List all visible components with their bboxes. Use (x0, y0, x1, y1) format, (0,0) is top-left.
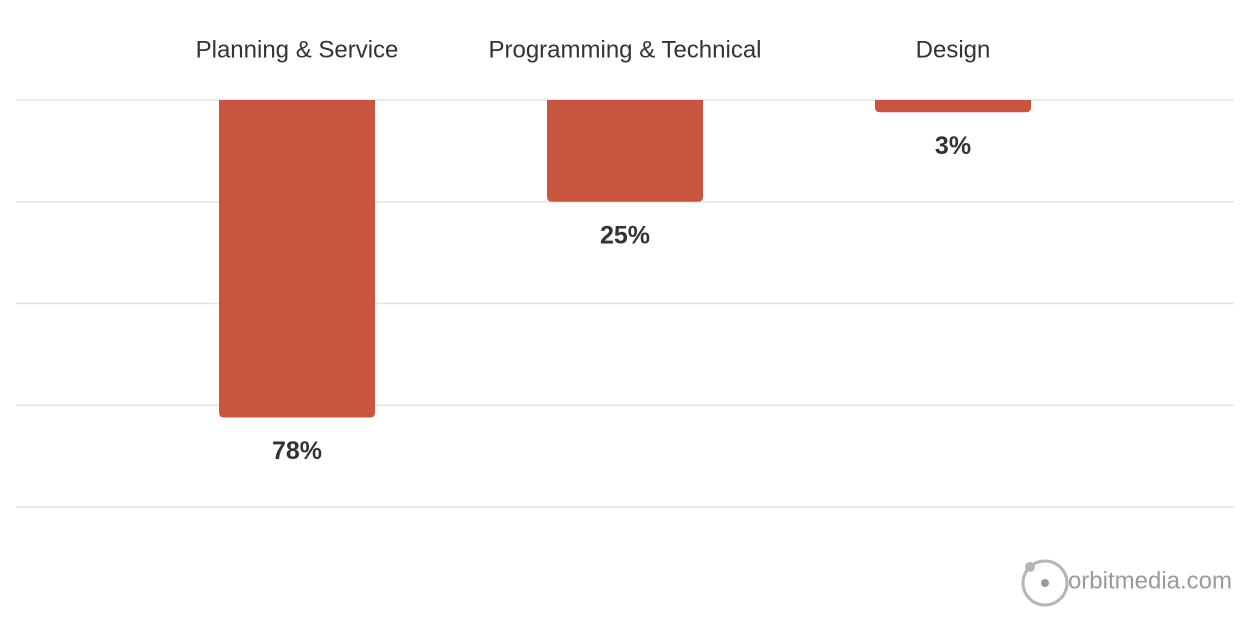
value-label: 3% (935, 132, 971, 160)
watermark-logo (1021, 559, 1069, 607)
bar (547, 100, 703, 202)
category-label: Design (916, 36, 991, 63)
bar (875, 100, 1031, 113)
value-label: 25% (600, 221, 650, 249)
value-label: 78% (272, 437, 322, 465)
watermark: orbitmedia.com (1068, 567, 1232, 594)
category-label: Programming & Technical (488, 36, 761, 63)
category-label: Planning & Service (196, 36, 399, 63)
bar (219, 100, 375, 418)
